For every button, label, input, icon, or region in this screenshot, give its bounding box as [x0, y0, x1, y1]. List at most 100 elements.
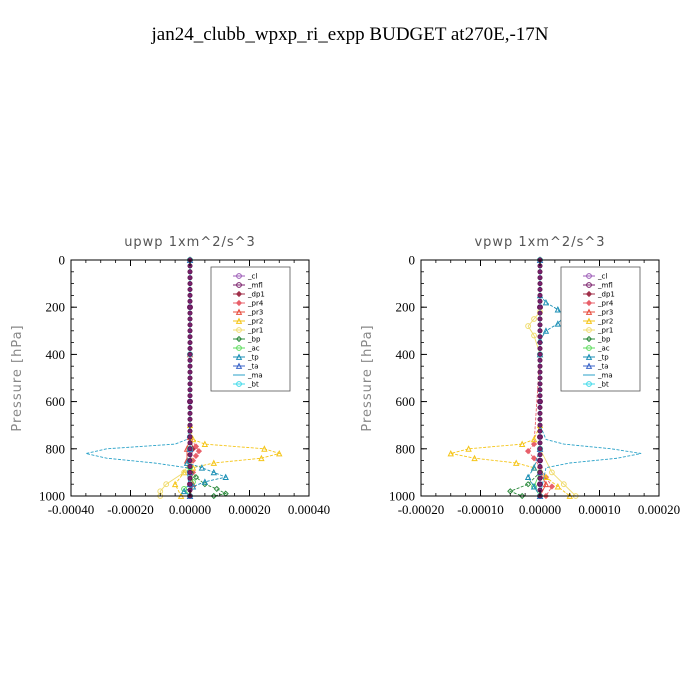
data-point — [187, 304, 193, 310]
data-point — [187, 281, 193, 287]
data-point — [171, 480, 179, 488]
data-point — [163, 481, 170, 488]
legend: _cl_mfl_dp1_pr4_pr3_pr2_pr1_bp_ac_tp_ta_… — [210, 266, 291, 392]
data-point — [537, 399, 543, 405]
data-point — [187, 286, 193, 292]
data-point — [531, 316, 537, 322]
legend-label: _pr1 — [247, 327, 263, 335]
series-tp — [524, 256, 568, 499]
data-point — [537, 345, 543, 351]
legend-label: _bp — [247, 336, 261, 344]
data-point — [187, 410, 193, 416]
legend-marker — [586, 273, 592, 279]
legend-label: _pr3 — [247, 309, 263, 317]
x-tick-label: -0.00020 — [398, 502, 445, 517]
data-point — [195, 448, 203, 455]
legend-item-bp: _bp — [233, 336, 261, 344]
data-point — [187, 369, 193, 375]
data-point — [530, 464, 538, 471]
series-line — [527, 260, 577, 497]
panel-title: upwp 1xm^2/s^3 — [124, 235, 256, 250]
legend-marker — [585, 308, 593, 315]
data-point — [187, 322, 193, 328]
data-point — [537, 310, 543, 316]
data-point — [537, 304, 543, 310]
data-point — [198, 464, 206, 471]
data-point — [187, 440, 193, 446]
legend-item-bt: _bt — [233, 381, 259, 389]
legend-label: _tp — [247, 354, 259, 362]
data-point — [213, 485, 220, 493]
legend-item-bp: _bp — [583, 336, 611, 344]
data-point — [187, 275, 193, 281]
legend-marker — [236, 282, 242, 288]
data-point — [537, 458, 543, 464]
data-point — [183, 459, 191, 466]
legend-label: _ma — [247, 372, 263, 380]
legend-marker — [236, 345, 242, 351]
data-point — [187, 381, 193, 387]
y-tick-label: 1000 — [39, 489, 65, 504]
data-point — [201, 440, 209, 447]
legend-item-ma: _ma — [583, 372, 613, 380]
data-point — [542, 298, 550, 306]
x-tick-label: -0.00040 — [48, 502, 95, 517]
data-point — [537, 281, 543, 287]
legend-marker — [586, 345, 592, 351]
data-point — [276, 450, 283, 457]
legend-marker — [585, 335, 593, 343]
data-point — [537, 381, 543, 387]
data-point — [537, 416, 543, 422]
legend-marker — [236, 327, 242, 333]
x-tick-label: 0.00000 — [519, 502, 561, 517]
legend-label: _pr1 — [597, 327, 613, 335]
data-point — [537, 292, 543, 298]
data-point — [187, 393, 193, 399]
data-point — [525, 323, 531, 329]
legend-label: _pr4 — [597, 300, 614, 308]
y-axis-label: Pressure [hPa] — [10, 324, 25, 431]
data-point — [537, 363, 543, 369]
data-point — [187, 316, 193, 322]
data-point — [531, 332, 537, 339]
legend-label: _ac — [597, 345, 610, 353]
legend-box — [560, 266, 641, 392]
data-point — [554, 306, 562, 313]
legend-item-ta: _ta — [583, 362, 609, 371]
legend-marker — [235, 353, 243, 360]
data-point — [210, 492, 217, 500]
legend-marker — [235, 335, 243, 343]
legend-label: _mfl — [247, 282, 263, 290]
data-point — [519, 492, 526, 500]
legend-item-pr4: _pr4 — [583, 300, 614, 308]
legend-item-tp: _tp — [233, 353, 259, 362]
legend-label: _mfl — [597, 282, 613, 290]
data-point — [192, 474, 200, 481]
data-point — [187, 345, 193, 351]
legend-label: _bt — [597, 381, 609, 389]
legend-marker — [585, 290, 593, 298]
data-point — [187, 375, 193, 381]
data-point — [187, 340, 193, 346]
legend-label: _dp1 — [247, 291, 265, 299]
legend-item-mfl: _mfl — [233, 282, 263, 290]
legend-marker — [586, 327, 592, 333]
data-point — [187, 463, 193, 469]
legend-item-tp: _tp — [583, 353, 609, 362]
legend-item-ma: _ma — [233, 372, 263, 380]
legend-marker — [235, 317, 243, 324]
data-point — [542, 327, 550, 334]
y-tick-label: 200 — [396, 300, 416, 315]
data-point — [192, 443, 200, 450]
legend-label: _tp — [597, 354, 609, 362]
data-point — [530, 455, 538, 462]
legend-label: _bt — [247, 381, 259, 389]
legend-label: _cl — [247, 273, 257, 281]
legend-marker — [585, 299, 593, 307]
legend-item-ta: _ta — [233, 362, 259, 371]
legend-item-pr3: _pr3 — [233, 308, 263, 317]
legend-marker — [235, 290, 243, 298]
data-point — [524, 473, 532, 481]
legend-marker — [585, 317, 593, 324]
data-point — [530, 440, 538, 448]
